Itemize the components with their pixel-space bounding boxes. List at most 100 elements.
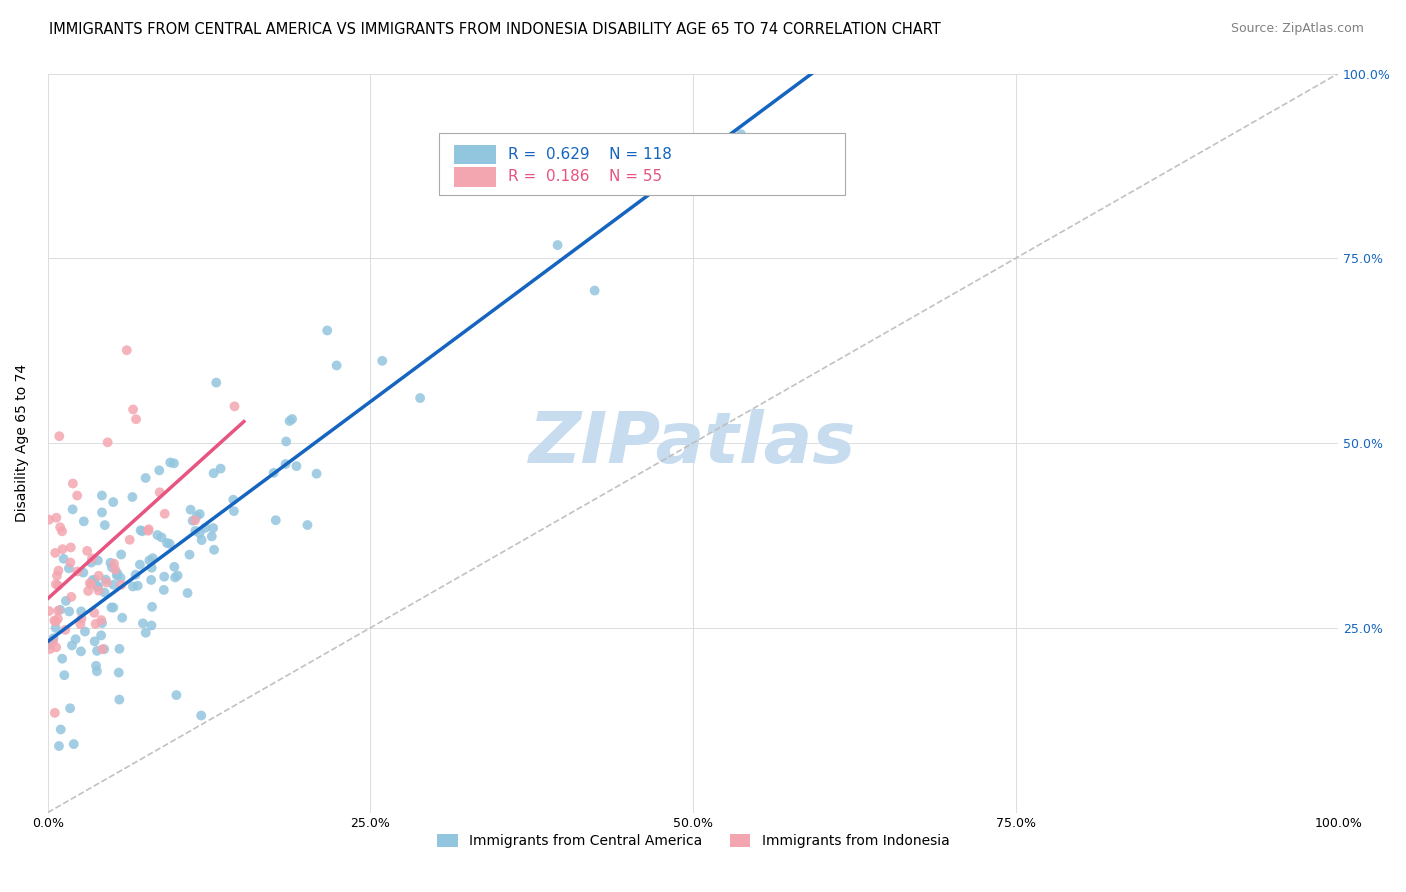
Point	[138, 522, 160, 536]
Point	[131, 524, 153, 539]
Point	[108, 692, 131, 706]
Point	[224, 400, 246, 414]
Point	[73, 515, 96, 529]
Point	[91, 642, 114, 657]
Point	[165, 688, 187, 702]
Point	[45, 615, 67, 629]
Point	[125, 412, 148, 426]
Point	[194, 521, 217, 535]
Point	[141, 573, 163, 587]
Point	[90, 489, 112, 503]
Point	[132, 616, 155, 631]
Point	[73, 624, 96, 639]
Point	[127, 579, 149, 593]
Point	[49, 603, 72, 617]
Point	[122, 579, 145, 593]
Point	[297, 518, 319, 533]
Point	[138, 553, 160, 567]
Point	[202, 521, 225, 535]
Point	[93, 642, 115, 657]
Point	[80, 551, 103, 566]
Point	[66, 565, 89, 579]
Point	[121, 490, 143, 504]
Point	[94, 518, 117, 533]
Point	[51, 651, 73, 665]
Point	[110, 571, 132, 585]
Text: Source: ZipAtlas.com: Source: ZipAtlas.com	[1230, 22, 1364, 36]
Point	[87, 553, 110, 567]
Point	[60, 590, 83, 604]
Point	[285, 459, 308, 474]
Point	[135, 625, 157, 640]
Point	[100, 556, 122, 570]
Point	[94, 573, 117, 587]
Point	[184, 524, 207, 538]
Point	[153, 582, 176, 597]
Point	[76, 544, 98, 558]
Point	[166, 568, 188, 582]
Point	[93, 585, 115, 599]
Point	[101, 560, 124, 574]
Point	[583, 284, 606, 298]
Point	[51, 524, 73, 539]
Point	[205, 376, 228, 390]
Point	[305, 467, 328, 481]
Point	[48, 564, 70, 578]
Point	[87, 583, 110, 598]
Point	[70, 612, 93, 626]
Point	[156, 536, 179, 550]
Point	[86, 580, 108, 594]
Point	[103, 600, 125, 615]
Point	[91, 616, 114, 631]
Point	[108, 641, 131, 656]
Point	[46, 604, 69, 618]
Point	[202, 467, 225, 481]
Point	[263, 466, 285, 480]
Point	[150, 530, 173, 544]
Point	[45, 568, 67, 582]
Point	[276, 434, 298, 449]
Point	[188, 507, 211, 521]
Point	[49, 520, 72, 534]
Point	[103, 557, 125, 571]
Point	[91, 505, 114, 519]
Point	[44, 546, 66, 560]
Point	[58, 561, 80, 575]
Point	[186, 509, 208, 524]
Point	[60, 639, 83, 653]
Point	[90, 628, 112, 642]
Point	[159, 537, 181, 551]
Point	[72, 566, 94, 580]
Point	[105, 568, 128, 582]
Point	[97, 435, 120, 450]
Text: ZIPatlas: ZIPatlas	[529, 409, 856, 477]
Point	[163, 456, 186, 470]
Point	[55, 594, 77, 608]
Point	[264, 513, 287, 527]
Point	[176, 586, 198, 600]
Point	[325, 359, 347, 373]
Point	[149, 485, 172, 500]
Point	[69, 617, 91, 632]
Point	[409, 391, 432, 405]
Point	[83, 606, 105, 620]
Point	[46, 578, 69, 592]
Point	[39, 642, 62, 657]
Point	[45, 621, 67, 635]
Point	[190, 708, 212, 723]
Point	[62, 476, 84, 491]
Point	[62, 502, 84, 516]
Point	[45, 640, 67, 655]
Point	[86, 644, 108, 658]
Point	[80, 577, 103, 591]
Point	[141, 560, 163, 574]
Point	[45, 510, 67, 524]
Point	[87, 569, 110, 583]
Point	[146, 528, 169, 542]
Point	[90, 613, 112, 627]
Point	[274, 457, 297, 471]
Point	[181, 514, 204, 528]
Point	[142, 551, 165, 566]
Point	[83, 634, 105, 648]
Point	[547, 238, 569, 252]
